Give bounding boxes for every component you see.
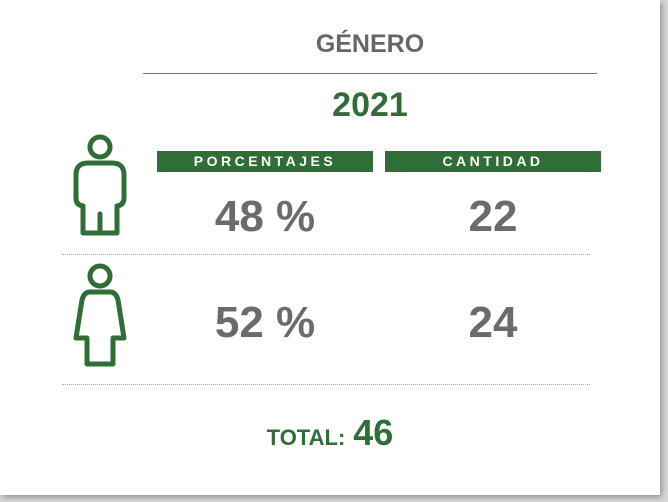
row-divider: [62, 254, 590, 255]
total-value: 46: [353, 412, 394, 453]
total-label: TOTAL:: [266, 425, 346, 450]
column-header: CANTIDAD: [385, 151, 601, 172]
count: 22: [468, 192, 518, 241]
count: 24: [468, 298, 518, 347]
title: GÉNERO: [315, 30, 425, 58]
percentage: 52 %: [214, 298, 316, 347]
row-divider: [62, 384, 590, 385]
total: TOTAL: 46: [0, 412, 660, 454]
male-icon: [73, 134, 127, 236]
female-icon: [73, 263, 127, 367]
icons: [73, 134, 127, 367]
percentage: 48 %: [214, 192, 316, 241]
divider: [143, 73, 597, 74]
card: GÉNERO 2021 PORCENTAJES CANTIDAD 48 % 22…: [0, 0, 660, 495]
year: 2021: [332, 86, 408, 124]
column-header: PORCENTAJES: [157, 151, 373, 172]
